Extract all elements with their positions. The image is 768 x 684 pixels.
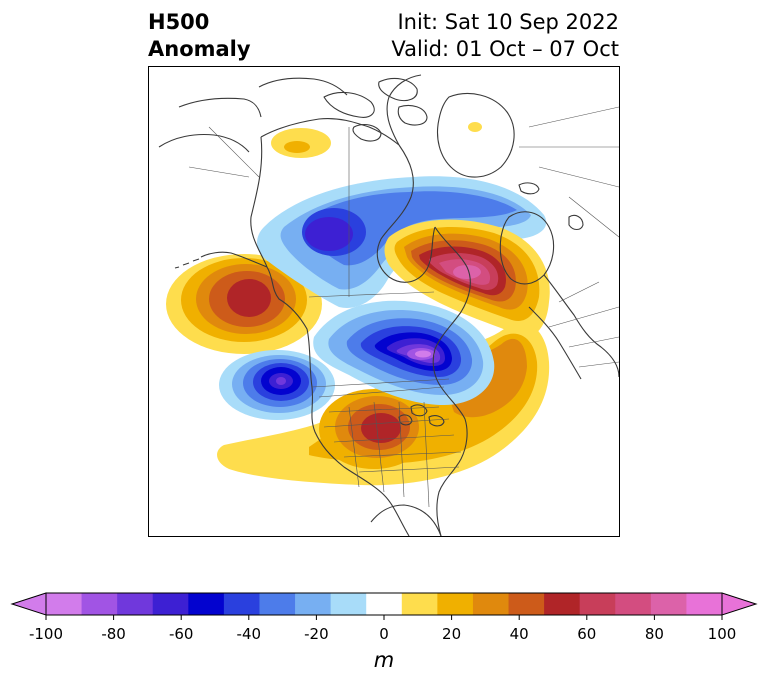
title-variable: H500	[148, 10, 210, 34]
colorbar-segment	[366, 593, 403, 615]
colorbar-tick-label: -60	[169, 625, 194, 643]
positive-anomaly-northeast-asia	[271, 128, 331, 158]
colorbar-ticks: -100 -80 -60 -40 -20 0 20 40 60 80 100	[29, 615, 736, 643]
positive-anomaly-gulf-of-alaska	[166, 254, 322, 354]
colorbar-units: m	[374, 648, 394, 672]
colorbar-segment	[686, 593, 723, 615]
colorbar-tick-label: -80	[101, 625, 126, 643]
colorbar-segment	[259, 593, 296, 615]
political-borders	[188, 106, 619, 508]
colorbar-tick-label: 20	[442, 625, 461, 643]
colorbar-tick-label: 40	[510, 625, 529, 643]
colorbar-segment	[579, 593, 616, 615]
colorbar-segment	[544, 593, 581, 615]
colorbar-segment	[223, 593, 261, 615]
anomaly-map	[149, 67, 619, 536]
colorbar-under-arrow	[10, 592, 47, 616]
colorbar-segment	[81, 593, 118, 615]
title-field: Anomaly	[148, 37, 251, 61]
valid-range: Valid: 01 Oct – 07 Oct	[391, 37, 619, 61]
colorbar-segment	[152, 593, 189, 615]
negative-anomaly-hudson-bay	[313, 300, 495, 405]
colorbar-tick-label: 60	[577, 625, 596, 643]
colorbar-tick-label: 100	[708, 625, 737, 643]
map-panel	[148, 66, 620, 537]
colorbar-segment	[188, 593, 225, 615]
colorbar-segments	[46, 593, 723, 615]
colorbar: -100 -80 -60 -40 -20 0 20 40 60 80 100 m	[10, 592, 758, 672]
colorbar-tick-label: -100	[29, 625, 63, 643]
colorbar-segment	[650, 593, 688, 615]
colorbar-segment	[46, 593, 83, 615]
colorbar-segment	[401, 593, 438, 615]
colorbar-segment	[330, 593, 367, 615]
negative-anomaly-ne-pacific	[219, 350, 335, 420]
colorbar-tick-label: -40	[237, 625, 262, 643]
colorbar-segment	[508, 593, 545, 615]
colorbar-tick-label: 0	[379, 625, 389, 643]
init-date: Init: Sat 10 Sep 2022	[397, 10, 619, 34]
colorbar-segment	[295, 593, 332, 615]
positive-anomaly-small-blob	[468, 122, 482, 132]
map-edge-gap	[149, 285, 155, 319]
forecast-dates: Init: Sat 10 Sep 2022 Valid: 01 Oct – 07…	[391, 9, 619, 63]
positive-anomaly-scandinavia	[384, 219, 550, 337]
colorbar-segment	[437, 593, 474, 615]
colorbar-segment	[117, 593, 154, 615]
colorbar-over-arrow	[721, 592, 758, 616]
colorbar-segment	[615, 593, 652, 615]
map-title: H500 Anomaly	[148, 9, 251, 63]
colorbar-tick-label: -20	[304, 625, 329, 643]
colorbar-segment	[472, 593, 510, 615]
colorbar-tick-label: 80	[645, 625, 664, 643]
